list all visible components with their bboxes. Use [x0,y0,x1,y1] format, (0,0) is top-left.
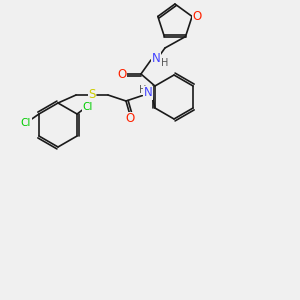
Text: Cl: Cl [83,102,93,112]
Text: S: S [88,88,96,101]
Text: H: H [161,58,169,68]
Text: Cl: Cl [21,118,31,128]
Text: H: H [139,85,147,95]
Text: N: N [152,52,160,64]
Text: O: O [192,10,202,23]
Text: O: O [125,112,135,125]
Text: O: O [117,68,127,80]
Text: N: N [144,86,152,100]
